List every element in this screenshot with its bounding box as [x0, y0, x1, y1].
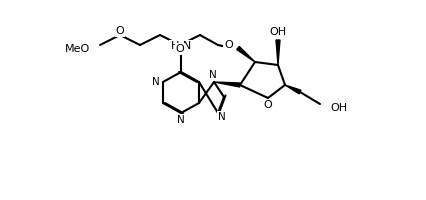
Text: O: O: [224, 40, 233, 50]
Text: N: N: [209, 70, 217, 80]
Polygon shape: [214, 82, 240, 87]
Text: H₂N: H₂N: [170, 41, 192, 51]
Text: N: N: [152, 77, 160, 87]
Text: OH: OH: [269, 27, 287, 37]
Text: O: O: [264, 100, 272, 110]
Text: N: N: [177, 115, 185, 125]
Polygon shape: [276, 40, 280, 65]
Text: N: N: [218, 112, 226, 122]
Text: MeO: MeO: [65, 44, 90, 54]
Text: O: O: [115, 26, 124, 36]
Text: O: O: [176, 44, 184, 54]
Text: OH: OH: [330, 103, 347, 113]
Polygon shape: [285, 85, 301, 94]
Polygon shape: [237, 46, 255, 62]
